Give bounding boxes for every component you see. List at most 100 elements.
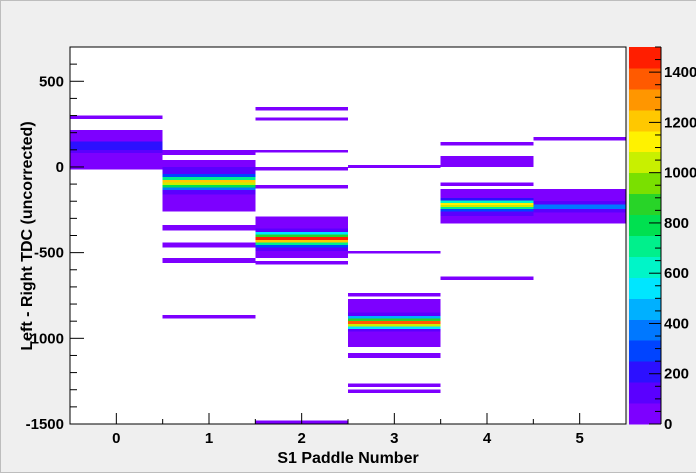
heatmap-bin [255, 250, 348, 258]
palette-swatch [629, 277, 661, 299]
x-tick-label: 4 [483, 430, 492, 447]
palette-swatch [629, 319, 661, 341]
heatmap-bin [348, 326, 441, 329]
palette-swatch [629, 403, 661, 425]
y-axis-title: Left - Right TDC (uncorrected) [19, 121, 36, 350]
heatmap-bin [162, 257, 256, 263]
heatmap-bin [440, 207, 534, 210]
heatmap-bin [255, 242, 348, 245]
heatmap-bin [348, 312, 441, 317]
heatmap-bin [440, 155, 534, 167]
heatmap-bin [533, 136, 626, 141]
heatmap-bin [255, 234, 348, 238]
heatmap-bin [533, 208, 626, 213]
heatmap-bin [70, 153, 163, 170]
palette-swatch [629, 340, 661, 362]
heatmap-bin [162, 182, 256, 185]
heatmap-bin [440, 197, 534, 201]
palette-swatch [629, 47, 661, 69]
axes: -1500 -1000 -500 0 500 0 1 2 3 4 5 [26, 46, 627, 447]
heatmap-bin [440, 189, 534, 198]
palette-tick-label: 1200 [664, 114, 696, 131]
heatmap-bin [348, 318, 441, 322]
heatmap-bin [348, 250, 441, 254]
heatmap-bin [348, 292, 441, 297]
heatmap-bin [255, 239, 348, 243]
heatmap-bin [440, 200, 534, 203]
heatmap-bin [440, 276, 534, 281]
heatmap-bin [440, 142, 534, 146]
palette-swatch [629, 130, 661, 153]
heatmap-bin [162, 190, 256, 195]
heatmap-bin [348, 328, 441, 332]
heatmap-bin [348, 298, 441, 313]
heatmap-bin [70, 141, 163, 150]
palette-swatch [629, 214, 661, 236]
color-palette: 0 200 400 600 800 1000 1200 1400 [629, 46, 696, 433]
heatmap-bin [255, 106, 348, 111]
y-tick-label: 500 [39, 73, 64, 90]
palette-tick-label: 1000 [664, 165, 696, 182]
palette-swatch [629, 382, 661, 404]
heatmap-bin [255, 216, 348, 219]
heatmap-bin [162, 166, 256, 174]
heatmap-bins [70, 106, 626, 424]
palette-tick-label: 0 [664, 416, 672, 433]
palette-swatch [629, 67, 661, 90]
heatmap-bin [440, 204, 534, 208]
heatmap-bin [440, 211, 534, 216]
palette-tick-label: 200 [664, 366, 689, 383]
palette-swatch [629, 256, 661, 278]
palette-tick-label: 800 [664, 215, 689, 232]
x-tick-label: 3 [390, 430, 398, 447]
heatmap-bin [255, 166, 348, 171]
heatmap-bin [162, 194, 256, 212]
heatmap-bin [255, 237, 348, 240]
palette-tick-label: 1400 [664, 64, 696, 81]
heatmap-bin [533, 212, 626, 224]
heatmap-bin [255, 261, 348, 265]
y-tick-label: 0 [56, 159, 64, 176]
heatmap-bin [255, 228, 348, 233]
x-axis-title: S1 Paddle Number [277, 450, 418, 467]
y-tick-label: -1000 [26, 330, 64, 347]
heatmap-bin [162, 184, 256, 188]
heatmap-bin [70, 149, 163, 154]
heatmap-bin [70, 130, 163, 142]
heatmap-bin [255, 244, 348, 248]
heatmap-bin [255, 149, 348, 153]
heatmap-bin [255, 247, 348, 251]
heatmap-bin [348, 165, 441, 168]
heatmap-bin [255, 117, 348, 121]
heatmap-bin [255, 232, 348, 235]
heatmap-bin [348, 316, 441, 319]
palette-swatch [629, 235, 661, 257]
palette-swatch [629, 193, 661, 216]
x-tick-label: 1 [205, 430, 213, 447]
heatmap-bin [348, 352, 441, 359]
heatmap-bin [440, 209, 534, 212]
heatmap-bin [348, 383, 441, 388]
heatmap-bin [348, 389, 441, 394]
heatmap-bin [255, 218, 348, 229]
heatmap-bin [162, 149, 256, 155]
palette-swatch [629, 172, 661, 195]
heatmap-bin [162, 315, 256, 319]
palette-tick-label: 400 [664, 315, 689, 332]
heatmap-bin [348, 331, 441, 347]
palette-swatch [629, 151, 661, 174]
heatmap-bin [162, 225, 256, 231]
heatmap-bin [348, 323, 441, 327]
x-tick-label: 5 [575, 430, 583, 447]
y-tick-label: -1500 [26, 416, 64, 433]
y-tick-label: -500 [34, 245, 64, 262]
heatmap-bin [440, 215, 534, 224]
heatmap-bin [533, 201, 626, 205]
palette-swatch [629, 88, 661, 111]
heatmap-bin [162, 187, 256, 191]
heatmap-bin [162, 179, 256, 183]
palette-swatch [629, 298, 661, 320]
heatmap-bin [533, 204, 626, 209]
heatmap-bin [162, 173, 256, 178]
